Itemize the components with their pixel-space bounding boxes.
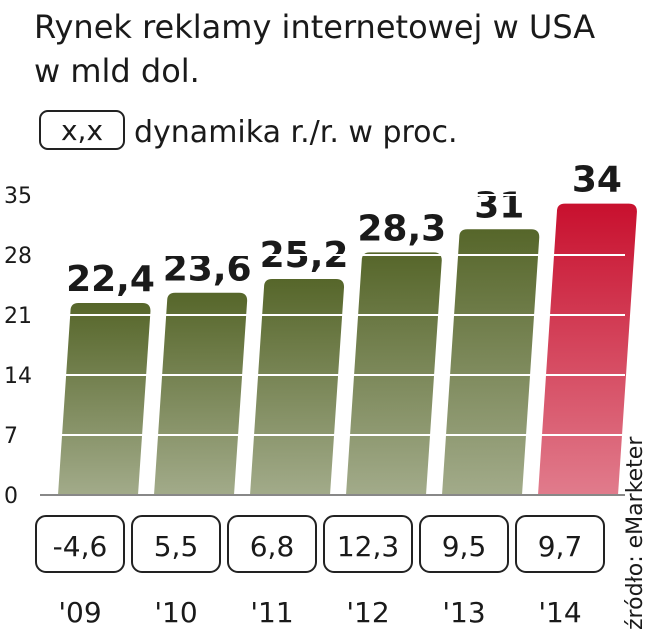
bar	[346, 252, 442, 495]
source: źródło: eMarketer	[623, 436, 648, 630]
growth-label: 6,8	[250, 530, 295, 563]
growth-box	[419, 515, 509, 573]
x-tick-label: '12	[346, 596, 389, 629]
growth-label: 9,5	[442, 530, 487, 563]
y-tick-label: 0	[4, 484, 18, 509]
legend-box	[39, 110, 125, 150]
bar	[442, 229, 540, 496]
value-label: 28,3	[357, 208, 446, 249]
value-label: 34	[572, 160, 622, 201]
growth-box	[131, 515, 221, 573]
y-tick-label: 7	[4, 424, 18, 449]
legend-text: dynamika r./r. w proc.	[134, 115, 458, 150]
growth-box	[515, 515, 605, 573]
legend-box-label: x,x	[61, 114, 103, 147]
growth-label: 9,7	[538, 530, 583, 563]
x-tick-label: '13	[442, 596, 485, 629]
x-tick-label: '09	[58, 596, 101, 629]
x-tick-label: '10	[154, 596, 197, 629]
x-tick-label: '14	[538, 596, 581, 629]
growth-label: 12,3	[337, 530, 399, 563]
bar	[538, 203, 637, 496]
bar	[250, 279, 345, 495]
growth-label: -4,6	[53, 530, 108, 563]
bar	[58, 303, 151, 495]
growth-box	[323, 515, 413, 573]
chart-title: Rynek reklamy internetowej w USA	[34, 8, 595, 46]
growth-box	[35, 515, 125, 573]
growth-box	[227, 515, 317, 573]
value-label: 31	[474, 185, 524, 226]
y-tick-label: 14	[4, 364, 32, 389]
bar	[154, 292, 248, 495]
y-tick-label: 21	[4, 304, 32, 329]
value-label: 22,4	[66, 259, 155, 300]
growth-label: 5,5	[154, 530, 199, 563]
y-tick-label: 35	[4, 184, 32, 209]
y-tick-label: 28	[4, 244, 32, 269]
x-tick-label: '11	[250, 596, 293, 629]
chart-subtitle: w mld dol.	[34, 52, 200, 90]
